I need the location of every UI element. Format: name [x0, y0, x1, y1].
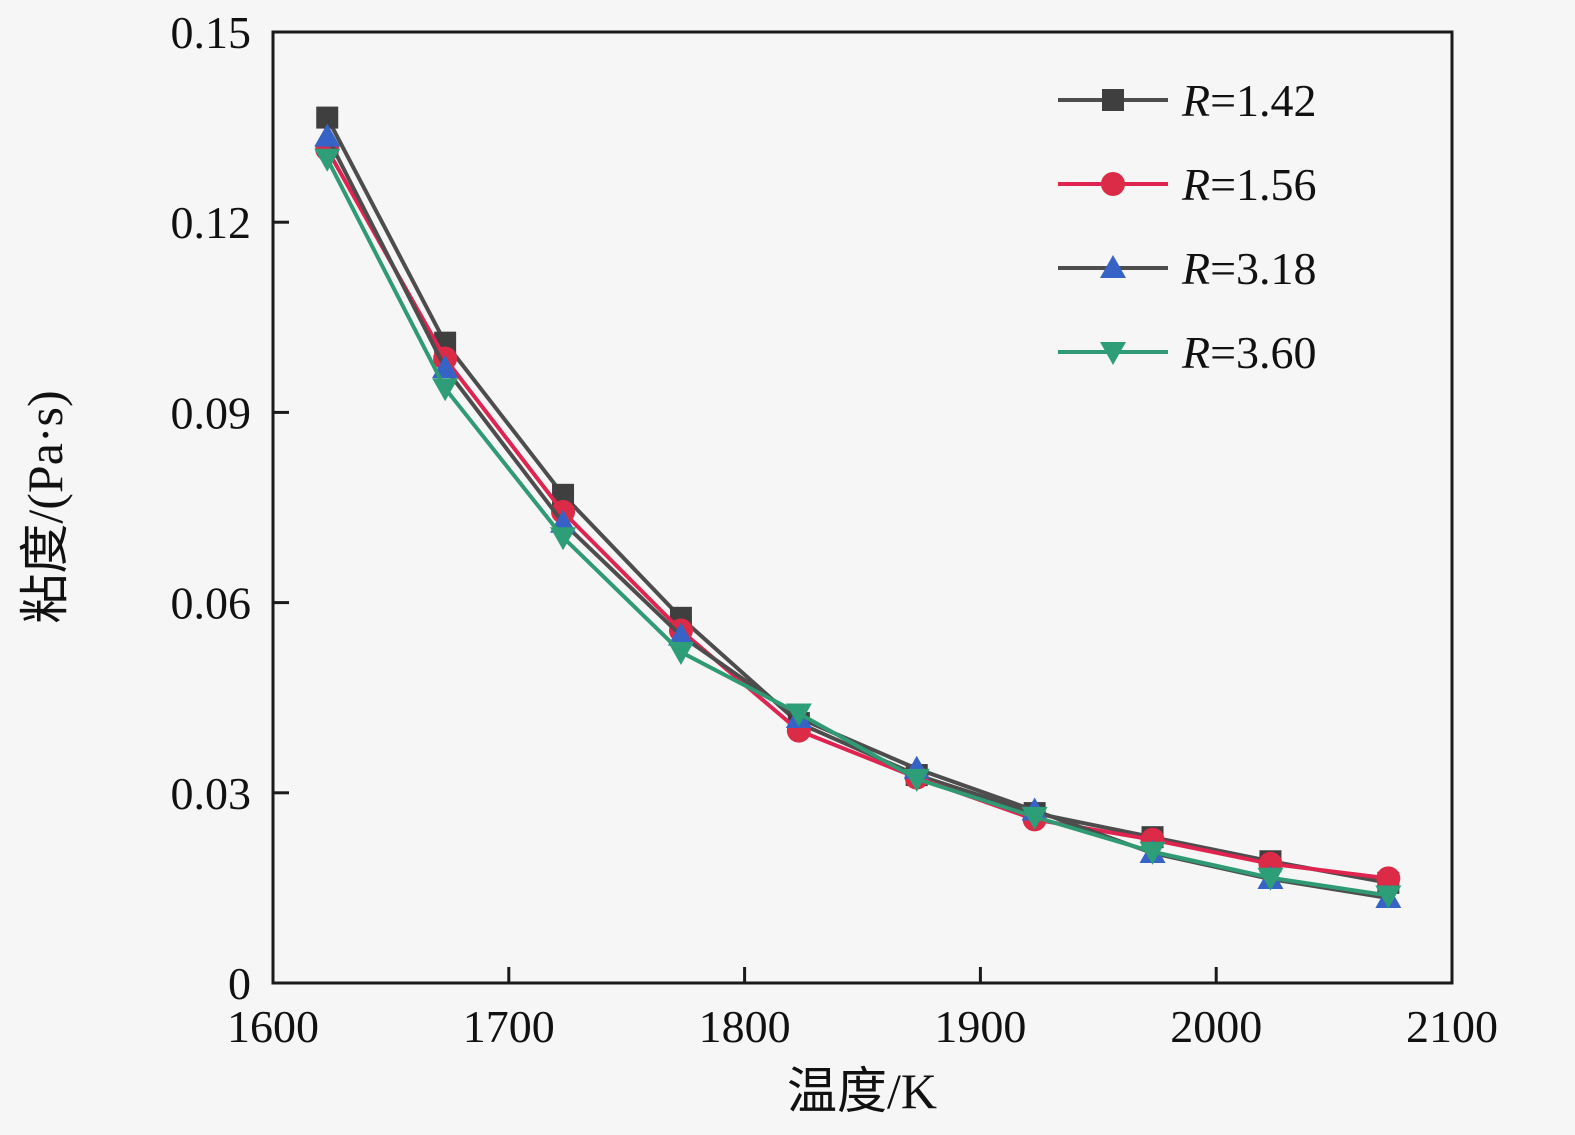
y-tick-label: 0.12 [171, 197, 252, 248]
x-tick-label: 1800 [699, 1001, 791, 1052]
legend-item-R=1.56: R=1.56 [1058, 159, 1317, 210]
triangle-down-marker-icon [1257, 867, 1284, 891]
legend-item-R=3.60: R=3.60 [1058, 327, 1317, 378]
x-tick-label: 1600 [227, 1001, 319, 1052]
y-tick-label: 0 [228, 958, 251, 1009]
y-tick-label: 0.15 [171, 7, 252, 58]
data-series [314, 106, 1402, 909]
x-tick-label: 2000 [1170, 1001, 1262, 1052]
y-tick-label: 0.09 [171, 387, 252, 438]
legend-label: R=1.56 [1181, 159, 1317, 210]
triangle-down-marker-icon [1139, 841, 1166, 865]
series-line [325, 148, 1389, 881]
circle-marker-icon [1101, 172, 1125, 196]
triangle-down-marker-icon [550, 527, 577, 551]
triangle-down-marker-icon [1375, 885, 1402, 909]
series-line [325, 116, 1389, 885]
triangle-down-marker-icon [1021, 806, 1048, 830]
legend-item-R=3.18: R=3.18 [1058, 243, 1317, 294]
series-R=3.18 [314, 123, 1402, 909]
triangle-up-marker-icon [314, 123, 341, 147]
legend-label: R=3.18 [1181, 243, 1317, 294]
triangle-up-marker-icon [1100, 255, 1126, 278]
y-axis-label: 粘度/(Pa·s) [17, 390, 73, 623]
square-marker-icon [1102, 89, 1124, 111]
legend-label: R=3.60 [1181, 327, 1317, 378]
y-tick-label: 0.03 [171, 768, 252, 819]
series-R=1.42 [316, 106, 1400, 894]
series-R=3.60 [314, 148, 1402, 909]
legend: R=1.42 R=1.56 R=3.18 R=3.60 [1058, 75, 1317, 378]
square-marker-icon [552, 483, 575, 506]
series-line [325, 157, 1389, 898]
triangle-up-marker-icon [667, 622, 694, 646]
axis-ticks: 1600 1700 1800 1900 2000 2100 0 0.03 0.06 0.09 0.1… [171, 7, 1499, 1052]
triangle-down-marker-icon [903, 768, 930, 792]
x-tick-label: 2100 [1406, 1001, 1498, 1052]
triangle-down-marker-icon [667, 642, 694, 666]
plot-frame [271, 30, 1454, 985]
legend-item-R=1.42: R=1.42 [1058, 75, 1317, 126]
triangle-down-marker-icon [314, 148, 341, 172]
legend-label: R=1.42 [1181, 75, 1317, 126]
y-tick-label: 0.06 [171, 578, 252, 629]
circle-marker-icon [1376, 866, 1401, 891]
triangle-down-marker-icon [785, 703, 812, 727]
triangle-down-marker-icon [432, 378, 459, 402]
x-tick-label: 1700 [463, 1001, 555, 1052]
x-tick-label: 1900 [934, 1001, 1026, 1052]
square-marker-icon [316, 106, 339, 129]
triangle-down-marker-icon [1100, 342, 1126, 365]
x-axis-label: 温度/K [787, 1063, 937, 1119]
